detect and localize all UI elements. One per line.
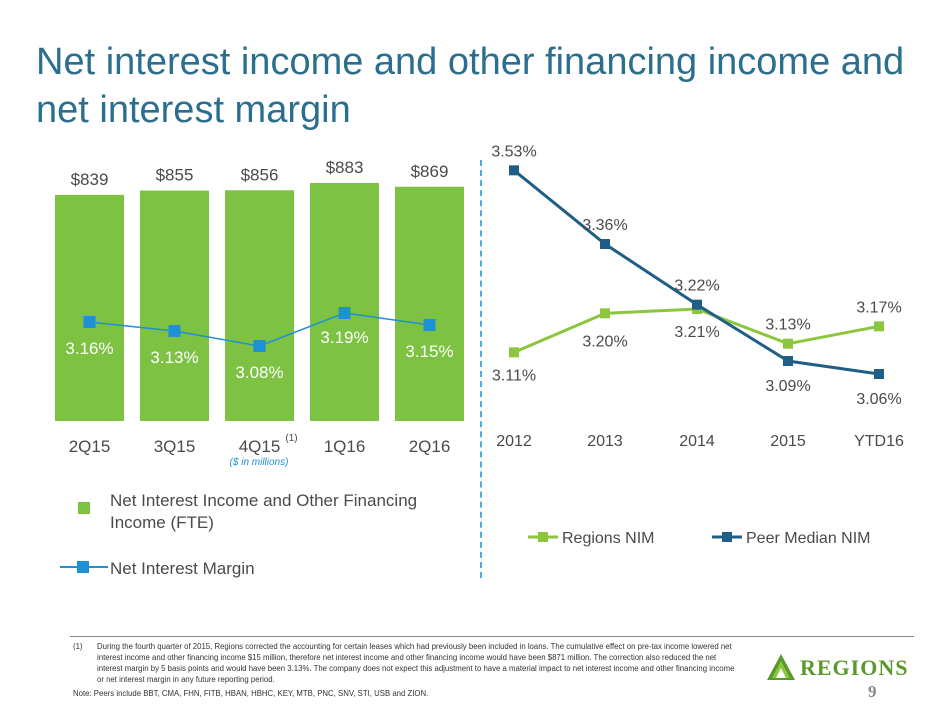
page-title: Net interest income and other financing … xyxy=(36,41,905,131)
income-bar xyxy=(395,186,464,421)
peer-median-nim-data-label: 3.22% xyxy=(674,278,719,295)
year-tick-label: 2014 xyxy=(679,433,715,450)
income-bar-label: $883 xyxy=(326,158,364,177)
regions-triangle-icon xyxy=(767,654,795,680)
regions-nim-data-label: 3.17% xyxy=(856,299,901,316)
peer-median-nim-data-label: 3.53% xyxy=(491,143,536,160)
income-bar xyxy=(140,190,209,421)
nim-marker xyxy=(338,307,351,319)
chart-divider xyxy=(480,160,482,578)
income-bar xyxy=(225,190,294,421)
income-bar-label: $855 xyxy=(156,166,194,185)
peer-median-nim-marker xyxy=(783,356,793,366)
legend-bar-swatch xyxy=(78,502,90,514)
income-bar xyxy=(55,194,124,421)
units-note: ($ in millions) xyxy=(230,457,289,468)
legend-line-label: Net Interest Margin xyxy=(110,559,255,578)
logo-wordmark: REGIONS xyxy=(800,655,909,680)
year-tick-label: 2012 xyxy=(496,433,532,450)
year-tick-label: 2015 xyxy=(770,433,806,450)
regions-nim-marker xyxy=(600,308,610,319)
peer-median-nim-marker xyxy=(692,299,702,310)
regions-nim-data-label: 3.11% xyxy=(492,367,536,384)
nim-marker xyxy=(253,340,266,352)
legend-bar-label: Net Interest Income and Other Financing … xyxy=(110,491,418,532)
nim-data-label: 3.19% xyxy=(320,328,368,347)
year-tick-label: YTD16 xyxy=(854,433,904,450)
page-number: 9 xyxy=(868,682,877,701)
quarter-tick-label: 2Q16 xyxy=(409,437,451,456)
peer-median-nim-data-label: 3.36% xyxy=(582,217,627,234)
peer-median-nim-data-label: 3.06% xyxy=(856,391,901,408)
nim-marker xyxy=(168,325,181,337)
footer-divider xyxy=(70,636,914,637)
legend-peer-median-nim-label: Peer Median NIM xyxy=(746,530,871,547)
nim-data-label: 3.16% xyxy=(65,339,113,358)
footnote-number: (1) xyxy=(73,642,83,651)
income-bar-label: $869 xyxy=(411,162,449,181)
peer-median-nim-marker xyxy=(600,239,610,249)
peer-median-nim-marker xyxy=(874,369,884,379)
quarter-tick-label: 1Q16 xyxy=(324,437,366,456)
regions-nim-data-label: 3.21% xyxy=(674,324,719,341)
quarter-tick-footnote: (1) xyxy=(285,433,297,444)
nim-marker xyxy=(423,319,436,331)
legend-swatches xyxy=(60,502,108,573)
nim-data-label: 3.13% xyxy=(150,348,198,367)
regions-nim-marker xyxy=(783,338,793,349)
regions-nim-marker xyxy=(509,347,519,358)
quarter-tick-label: 4Q15 xyxy=(239,437,281,456)
regions-logo: REGIONS xyxy=(765,652,915,682)
legend-regions-nim-label: Regions NIM xyxy=(562,530,654,547)
year-tick-label: 2013 xyxy=(587,433,623,450)
nim-data-label: 3.15% xyxy=(405,342,453,361)
regions-nim-data-label: 3.20% xyxy=(582,333,627,350)
legend-peer-median-nim-marker xyxy=(722,532,732,542)
legend-regions-nim-marker xyxy=(538,532,548,542)
regions-nim-data-label: 3.13% xyxy=(765,317,810,334)
legend-line-marker xyxy=(77,561,89,573)
peer-median-nim-marker xyxy=(509,165,519,176)
income-bar-label: $839 xyxy=(71,170,109,189)
left-chart-legend: Net Interest Income and Other Financing … xyxy=(50,488,470,588)
peer-median-nim-line xyxy=(513,169,880,376)
peers-note: Note: Peers include BBT, CMA, FHN, FITB,… xyxy=(73,689,429,698)
footnote: (1) During the fourth quarter of 2015, R… xyxy=(73,641,741,685)
quarter-tick-label: 3Q15 xyxy=(154,437,196,456)
regions-nim-marker xyxy=(874,321,884,332)
quarter-tick-label: 2Q15 xyxy=(69,437,111,456)
nim-data-label: 3.08% xyxy=(235,363,283,382)
footnote-text: During the fourth quarter of 2015, Regio… xyxy=(97,642,735,684)
income-bar-label: $856 xyxy=(241,165,279,184)
peer-median-nim-data-label: 3.09% xyxy=(765,378,810,395)
nim-marker xyxy=(83,316,96,328)
chart-canvas: $839 2Q15 $855 3Q15 $856 4Q15 (1) $883 1Q16 $869 2… xyxy=(55,143,904,547)
income-bar xyxy=(310,183,379,421)
